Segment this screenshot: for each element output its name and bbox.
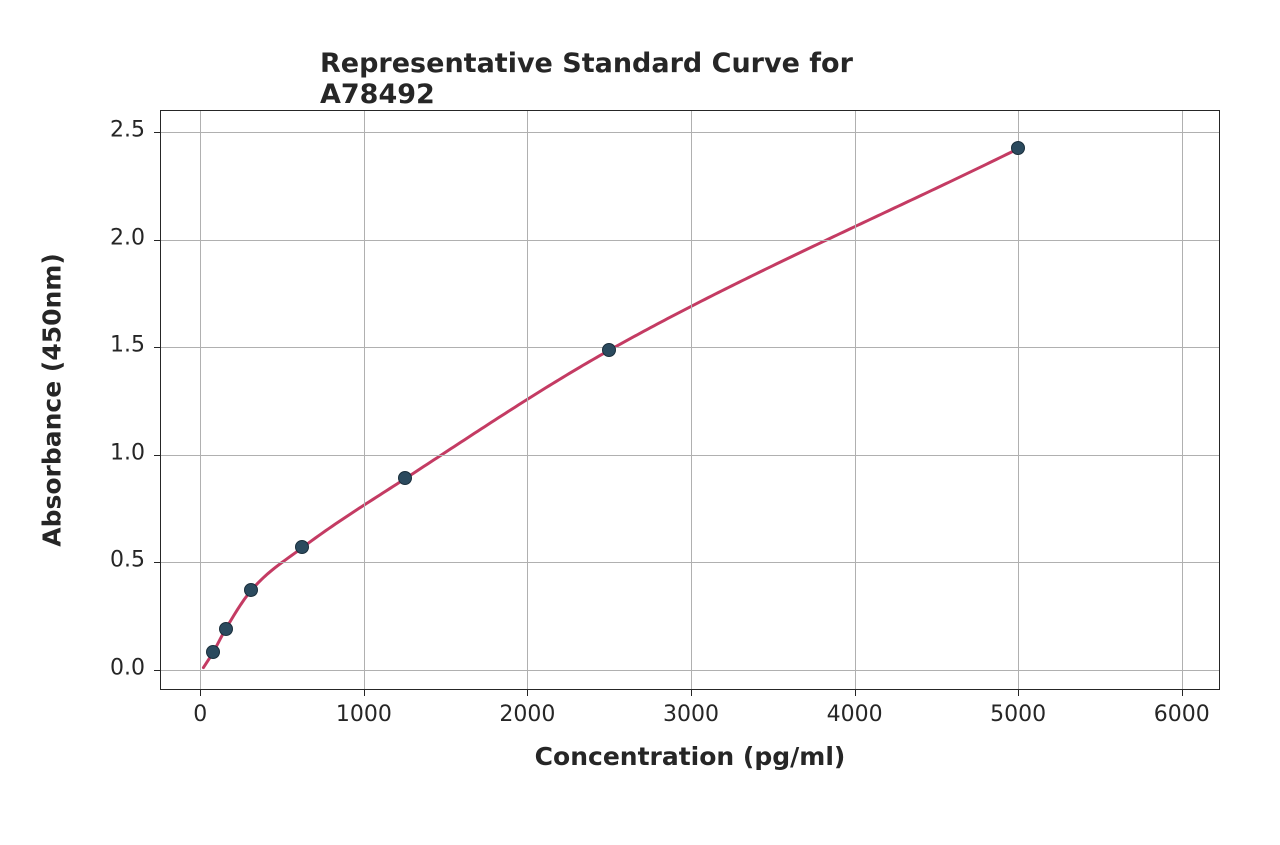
x-tick-label: 5000 [990,702,1046,727]
gridline-horizontal [161,562,1219,563]
plot-area: 01000200030004000500060000.00.51.01.52.0… [160,110,1220,690]
y-tick-label: 2.5 [110,118,145,143]
x-tick-label: 2000 [499,702,555,727]
y-tick [154,240,161,241]
data-point-marker [206,645,220,659]
x-tick [1182,689,1183,696]
x-tick-label: 4000 [827,702,883,727]
x-tick [855,689,856,696]
x-tick [691,689,692,696]
gridline-vertical [200,111,201,689]
gridline-vertical [1018,111,1019,689]
gridline-horizontal [161,455,1219,456]
chart-container: Representative Standard Curve for A78492… [0,0,1280,845]
y-tick [154,562,161,563]
chart-title: Representative Standard Curve for A78492 [320,48,960,110]
gridline-vertical [855,111,856,689]
x-tick-label: 3000 [663,702,719,727]
gridline-vertical [364,111,365,689]
x-tick-label: 1000 [336,702,392,727]
x-tick-label: 0 [193,702,207,727]
x-tick [1018,689,1019,696]
gridline-vertical [1182,111,1183,689]
gridline-horizontal [161,347,1219,348]
data-point-marker [602,343,616,357]
data-point-marker [1011,141,1025,155]
data-point-marker [244,583,258,597]
gridline-horizontal [161,240,1219,241]
x-tick [527,689,528,696]
fitted-curve [203,150,1016,668]
gridline-vertical [691,111,692,689]
y-axis-label: Absorbance (450nm) [38,253,67,547]
y-tick-label: 1.0 [110,440,145,465]
y-tick-label: 0.5 [110,548,145,573]
gridline-vertical [527,111,528,689]
y-tick [154,132,161,133]
y-tick [154,670,161,671]
data-point-marker [398,471,412,485]
curve-svg [161,111,1219,689]
y-tick-label: 1.5 [110,333,145,358]
y-tick-label: 2.0 [110,225,145,250]
data-point-marker [219,622,233,636]
x-tick-label: 6000 [1154,702,1210,727]
gridline-horizontal [161,132,1219,133]
x-axis-label: Concentration (pg/ml) [535,742,846,771]
x-tick [364,689,365,696]
data-point-marker [295,540,309,554]
y-tick-label: 0.0 [110,655,145,680]
x-tick [200,689,201,696]
y-tick [154,455,161,456]
y-tick [154,347,161,348]
gridline-horizontal [161,670,1219,671]
